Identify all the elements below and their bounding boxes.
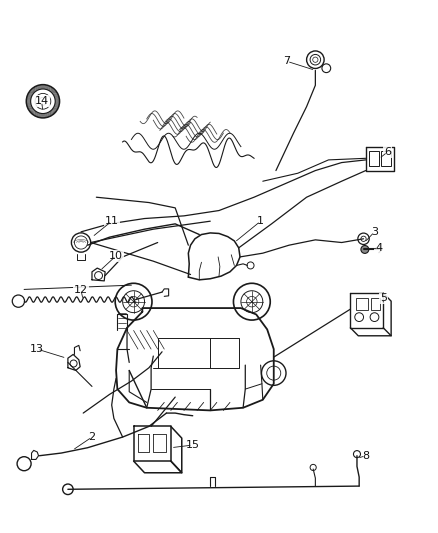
Text: 4: 4 [375,243,382,253]
Text: 2: 2 [88,432,95,442]
Text: 6: 6 [384,147,391,157]
Text: 11: 11 [105,216,119,226]
Bar [381,151,391,166]
Circle shape [361,246,369,253]
Text: 5: 5 [380,294,387,303]
Text: 1: 1 [257,216,264,226]
Text: 7: 7 [283,56,290,66]
Bar [356,298,368,310]
Text: 8: 8 [362,451,369,461]
Text: 14: 14 [35,96,49,106]
Text: 3: 3 [371,227,378,237]
Bar [369,151,379,166]
Text: 15: 15 [186,440,200,450]
Text: 10: 10 [109,251,123,261]
Text: 12: 12 [74,286,88,295]
Bar [371,298,380,310]
Text: 13: 13 [30,344,44,354]
